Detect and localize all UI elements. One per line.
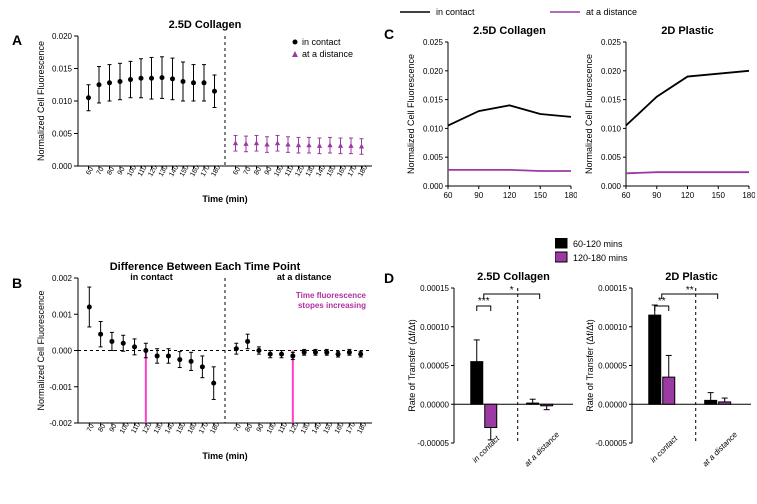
legend-120-180: 120-180 mins [573, 253, 628, 263]
panel-letter-B: B [12, 275, 22, 291]
svg-text:-0.001: -0.001 [49, 383, 72, 392]
svg-text:80: 80 [97, 423, 107, 433]
svg-text:90: 90 [109, 423, 119, 433]
svg-text:at a distance: at a distance [302, 49, 353, 59]
svg-text:90: 90 [474, 191, 483, 200]
svg-text:110: 110 [284, 165, 296, 178]
svg-text:0.015: 0.015 [423, 96, 444, 105]
svg-text:in contact: in contact [649, 433, 680, 464]
svg-text:0.001: 0.001 [52, 310, 73, 319]
svg-text:120: 120 [503, 191, 517, 200]
svg-text:-0.002: -0.002 [49, 419, 72, 428]
legend-in-contact: in contact [436, 7, 475, 17]
svg-text:110: 110 [277, 422, 289, 435]
svg-text:at a distance: at a distance [701, 430, 740, 469]
svg-text:0.020: 0.020 [423, 67, 444, 76]
legend-at-distance: at a distance [586, 7, 637, 17]
svg-text:70: 70 [243, 166, 253, 176]
svg-text:Normalized Cell Fluorescence: Normalized Cell Fluorescence [406, 54, 416, 174]
svg-text:0.000: 0.000 [52, 347, 73, 356]
svg-text:Normalized Cell Fluorescence: Normalized Cell Fluorescence [584, 54, 594, 174]
svg-text:0.00005: 0.00005 [420, 362, 449, 371]
svg-text:0.00005: 0.00005 [598, 362, 627, 371]
svg-text:0.010: 0.010 [423, 124, 444, 133]
svg-text:70: 70 [86, 423, 96, 433]
svg-text:0.025: 0.025 [423, 38, 444, 47]
svg-text:0.025: 0.025 [601, 38, 622, 47]
panel-letter-A: A [12, 32, 22, 48]
panel-D-legend: 60-120 mins 120-180 mins [555, 238, 745, 266]
svg-text:110: 110 [130, 422, 142, 435]
svg-text:70: 70 [233, 423, 243, 433]
svg-text:in contact: in contact [130, 272, 173, 282]
svg-text:-0.00005: -0.00005 [595, 439, 627, 448]
svg-text:0.000: 0.000 [601, 182, 622, 191]
svg-text:2.5D Collagen: 2.5D Collagen [477, 271, 550, 283]
svg-text:0.010: 0.010 [52, 97, 73, 106]
svg-text:60: 60 [444, 191, 453, 200]
panel-C-right-chart: 2D Plastic 0.000 0.005 0.010 0.015 0.020 0.025… [580, 22, 755, 212]
panel-D-right-chart: 2D Plastic -0.00005 0.00000 0.00005 0.00010 0… [580, 268, 755, 493]
svg-text:0.015: 0.015 [52, 65, 73, 74]
svg-text:80: 80 [253, 166, 263, 176]
svg-text:80: 80 [244, 423, 254, 433]
svg-text:0.010: 0.010 [601, 124, 622, 133]
svg-text:0.00015: 0.00015 [420, 284, 449, 293]
panel-A-chart: 2.5D Collagen 0.000 0.005 0.010 0.015 0.020 No… [30, 18, 380, 208]
svg-text:90: 90 [256, 423, 266, 433]
svg-text:0.002: 0.002 [52, 274, 73, 283]
svg-text:Normalized Cell Fluorescence: Normalized Cell Fluorescence [36, 41, 46, 161]
panel-letter-C: C [384, 26, 394, 42]
svg-text:0.000: 0.000 [423, 182, 444, 191]
svg-text:2D Plastic: 2D Plastic [661, 25, 714, 37]
svg-text:Time (min): Time (min) [202, 194, 247, 204]
svg-text:0.000: 0.000 [52, 162, 73, 171]
svg-text:at a distance: at a distance [277, 272, 332, 282]
svg-text:stopes increasing: stopes increasing [298, 301, 366, 310]
svg-text:150: 150 [534, 191, 548, 200]
svg-text:Time (min): Time (min) [202, 451, 247, 461]
svg-text:120: 120 [681, 191, 695, 200]
svg-text:110: 110 [137, 165, 149, 178]
svg-text:2.5D Collagen: 2.5D Collagen [169, 19, 242, 31]
svg-text:Rate of Transfer (Δf/Δt): Rate of Transfer (Δf/Δt) [585, 319, 595, 412]
panel-D-left-chart: 2.5D Collagen -0.00005 0.00000 0.00005 0.000… [402, 268, 577, 493]
svg-text:in contact: in contact [471, 433, 502, 464]
svg-text:180: 180 [564, 191, 577, 200]
svg-text:60: 60 [232, 166, 242, 176]
svg-text:150: 150 [712, 191, 726, 200]
top-legend: in contact at a distance [400, 4, 730, 20]
svg-text:0.020: 0.020 [52, 32, 73, 41]
panel-B-chart: Difference Between Each Time Point-0.002… [30, 260, 380, 465]
svg-text:60: 60 [622, 191, 631, 200]
svg-text:60: 60 [85, 166, 95, 176]
svg-text:Rate of Transfer (Δf/Δt): Rate of Transfer (Δf/Δt) [407, 319, 417, 412]
svg-text:*: * [510, 285, 514, 296]
svg-text:2.5D Collagen: 2.5D Collagen [473, 25, 546, 37]
svg-text:180: 180 [742, 191, 755, 200]
legend-60-120: 60-120 mins [573, 239, 623, 249]
svg-text:0.005: 0.005 [52, 130, 73, 139]
svg-text:0.00010: 0.00010 [420, 323, 449, 332]
svg-text:0.005: 0.005 [601, 153, 622, 162]
svg-text:at a distance: at a distance [523, 430, 562, 469]
svg-text:0.00000: 0.00000 [598, 400, 627, 409]
svg-text:90: 90 [652, 191, 661, 200]
svg-text:0.00015: 0.00015 [598, 284, 627, 293]
svg-text:2D Plastic: 2D Plastic [665, 271, 718, 283]
svg-text:Time fluorescence: Time fluorescence [296, 291, 367, 300]
svg-text:0.005: 0.005 [423, 153, 444, 162]
panel-C-left-chart: 2.5D Collagen 0.000 0.005 0.010 0.015 0.020 0.… [402, 22, 577, 212]
svg-text:-0.00005: -0.00005 [417, 439, 449, 448]
svg-text:**: ** [686, 285, 694, 296]
panel-letter-D: D [384, 270, 394, 286]
svg-text:80: 80 [106, 166, 116, 176]
svg-text:0.015: 0.015 [601, 96, 622, 105]
svg-text:0.00010: 0.00010 [598, 323, 627, 332]
svg-text:in contact: in contact [302, 37, 341, 47]
svg-text:0.00000: 0.00000 [420, 400, 449, 409]
svg-text:70: 70 [96, 166, 106, 176]
svg-text:Normalized Cell Fluorescence: Normalized Cell Fluorescence [36, 290, 46, 410]
svg-text:0.020: 0.020 [601, 67, 622, 76]
